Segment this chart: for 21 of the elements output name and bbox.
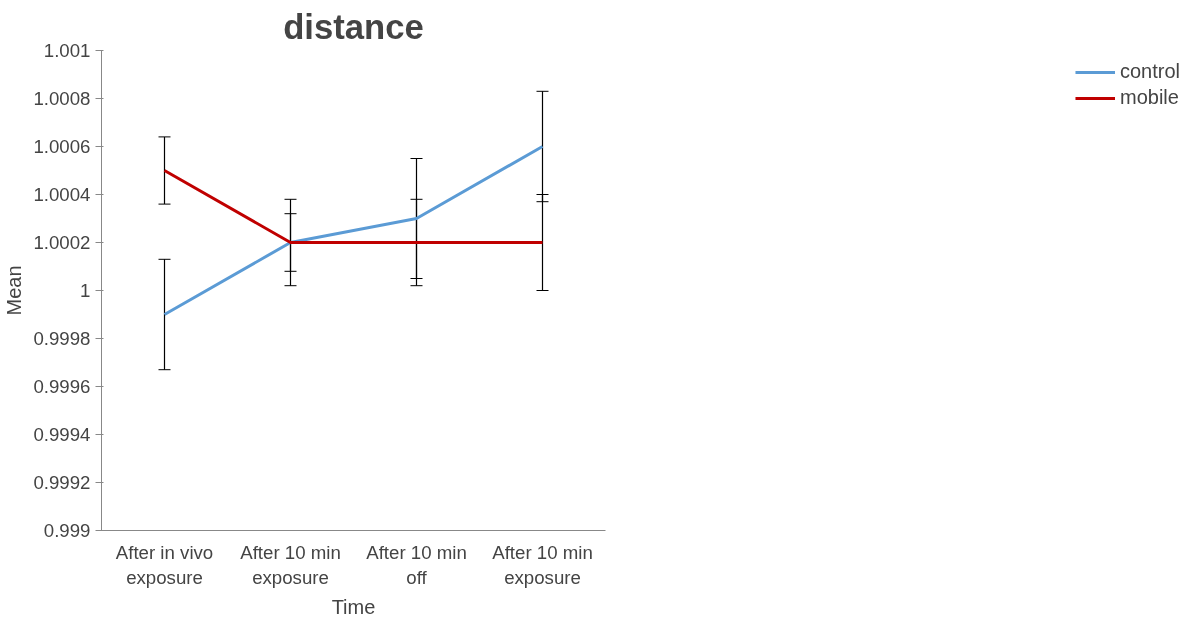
x-tick-label: After 10 min exposure (492, 541, 593, 588)
line-series (163, 145, 544, 316)
y-tick-label: 0.9994 (33, 424, 91, 445)
chart-title: distance (283, 7, 424, 46)
y-tick-label: 0.999 (43, 520, 91, 541)
x-tick-label: After 10 min exposure (240, 541, 341, 588)
y-tick-label: 0.9992 (33, 472, 91, 493)
y-tick-label: 0.9996 (33, 376, 91, 397)
y-tick-label: 1.0008 (33, 88, 91, 109)
y-tick-label: 0.9998 (33, 328, 91, 349)
y-tick-label: 1 (80, 280, 91, 301)
y-tick-label: 1.0006 (33, 136, 91, 157)
legend-label: control (1119, 60, 1180, 83)
x-tick-label: After 10 min off (366, 541, 467, 588)
x-tick-label: After in vivo exposure (115, 541, 214, 588)
x-axis-title: Time (331, 595, 376, 618)
legend-label: mobile (1119, 86, 1179, 109)
y-axis-title: Mean (3, 265, 26, 316)
y-tick-label: 1.001 (43, 40, 91, 61)
y-tick-label: 1.0004 (33, 184, 91, 205)
y-tick-label: 1.0002 (33, 232, 91, 253)
